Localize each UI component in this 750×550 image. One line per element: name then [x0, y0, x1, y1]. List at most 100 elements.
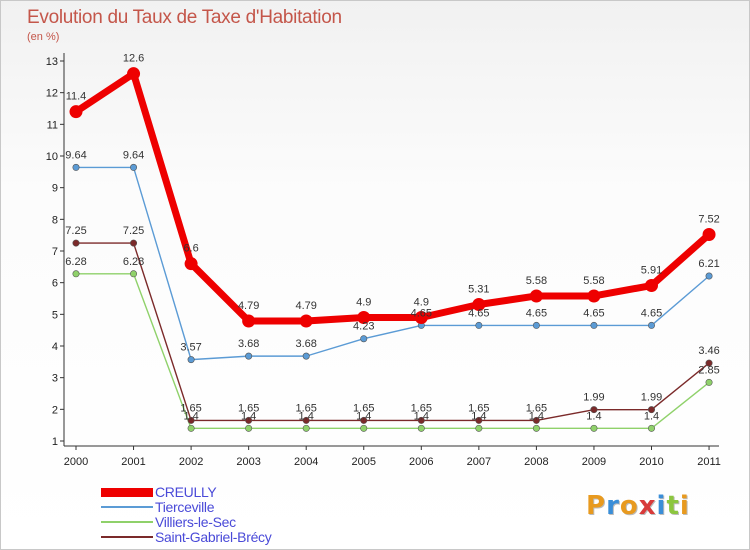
y-tick-label: 8	[52, 214, 58, 226]
y-tick-label: 7	[52, 246, 58, 258]
data-point	[414, 311, 428, 324]
data-point	[587, 289, 601, 303]
data-point	[360, 335, 368, 343]
data-label: 4.65	[526, 307, 547, 319]
x-tick-label: 2011	[697, 456, 721, 468]
chart-subtitle: (en %)	[27, 31, 60, 43]
series-3	[72, 239, 713, 424]
y-tick-label: 13	[46, 56, 58, 68]
legend-label: Saint-Gabriel-Brécy	[155, 529, 272, 545]
logo-letter: t	[666, 491, 680, 521]
y-tick-label: 9	[52, 183, 58, 195]
logo-letter: i	[679, 491, 690, 521]
x-tick-label: 2007	[467, 456, 491, 468]
data-label: 3.46	[698, 345, 719, 357]
data-point	[130, 270, 138, 278]
x-tick-label: 2006	[409, 456, 433, 468]
data-label: 3.68	[295, 338, 316, 350]
data-point	[245, 352, 253, 360]
data-label: 6.28	[65, 256, 86, 268]
data-label: 1.65	[238, 402, 259, 414]
data-label: 1.99	[583, 392, 604, 404]
data-point	[532, 424, 540, 432]
x-tick-label: 2004	[294, 456, 318, 468]
y-tick-label: 10	[46, 151, 58, 163]
data-point	[705, 378, 713, 386]
x-tick-label: 2009	[582, 456, 606, 468]
y-tick-label: 11	[47, 119, 58, 131]
y-tick-label: 6	[52, 278, 58, 290]
data-point	[590, 406, 598, 414]
data-label: 12.6	[123, 53, 144, 65]
data-label: 1.65	[353, 402, 374, 414]
data-point	[242, 314, 256, 328]
series-0	[69, 67, 716, 328]
data-point	[302, 416, 310, 424]
data-label: 1.65	[411, 402, 432, 414]
data-point	[130, 239, 138, 247]
data-point	[590, 424, 598, 432]
data-point	[590, 321, 598, 329]
data-point	[647, 424, 655, 432]
data-point	[472, 298, 486, 312]
y-tick-label: 4	[52, 341, 58, 353]
x-tick-label: 2005	[352, 456, 376, 468]
data-point	[184, 257, 198, 271]
data-label: 3.57	[180, 342, 201, 354]
data-point	[702, 228, 716, 242]
data-label: 1.65	[526, 402, 547, 414]
data-point	[187, 424, 195, 432]
data-label: 1.4	[644, 410, 659, 422]
data-label: 4.79	[238, 300, 259, 312]
data-label: 9.64	[65, 149, 86, 161]
data-point	[302, 424, 310, 432]
chart-title: Evolution du Taux de Taxe d'Habitation	[27, 7, 342, 28]
series-2	[72, 270, 713, 432]
data-label: 1.4	[241, 410, 256, 422]
data-label: 1.4	[586, 410, 601, 422]
data-point	[645, 279, 658, 293]
x-tick-label: 2000	[64, 456, 88, 468]
series-layer	[69, 67, 716, 432]
data-label: 1.4	[529, 410, 544, 422]
data-label: 9.64	[123, 149, 144, 161]
data-label: 6.28	[123, 256, 144, 268]
logo-letter: o	[619, 491, 639, 521]
data-label: 4.9	[414, 297, 429, 309]
data-labels-layer: 11.4 12.6 6.6 4.79 4.79 4.9 4.9 5.31 5.58 5.58 5.9…	[65, 53, 719, 423]
x-tick-label: 2008	[524, 456, 548, 468]
data-label: 1.4	[414, 410, 429, 422]
data-point	[72, 270, 80, 278]
data-point	[360, 416, 368, 424]
data-label: 6.21	[698, 258, 719, 270]
legend-label: Tierceville	[155, 499, 215, 515]
data-point	[127, 67, 141, 81]
y-tick-label: 5	[52, 309, 58, 321]
data-point	[705, 359, 713, 367]
legend-label: CREULLY	[155, 484, 217, 500]
legend-label: Villiers-le-Sec	[155, 514, 236, 530]
data-point	[69, 105, 83, 119]
data-point	[72, 239, 80, 247]
data-point	[302, 352, 310, 360]
legend-swatch	[101, 506, 153, 508]
data-label: 1.65	[295, 402, 316, 414]
y-tick-label: 12	[46, 88, 58, 100]
data-label: 4.65	[583, 307, 604, 319]
data-point	[475, 321, 483, 329]
data-label: 4.65	[641, 307, 662, 319]
data-label: 5.91	[641, 265, 662, 277]
series-line	[74, 70, 712, 325]
data-point	[299, 314, 313, 328]
data-label: 1.99	[641, 392, 662, 404]
x-tick-label: 2003	[236, 456, 260, 468]
data-label: 1.4	[471, 410, 486, 422]
data-point	[417, 416, 425, 424]
data-label: 7.25	[65, 225, 86, 237]
data-label: 4.79	[295, 300, 316, 312]
data-label: 6.6	[183, 243, 198, 255]
logo-letter: r	[606, 491, 620, 521]
